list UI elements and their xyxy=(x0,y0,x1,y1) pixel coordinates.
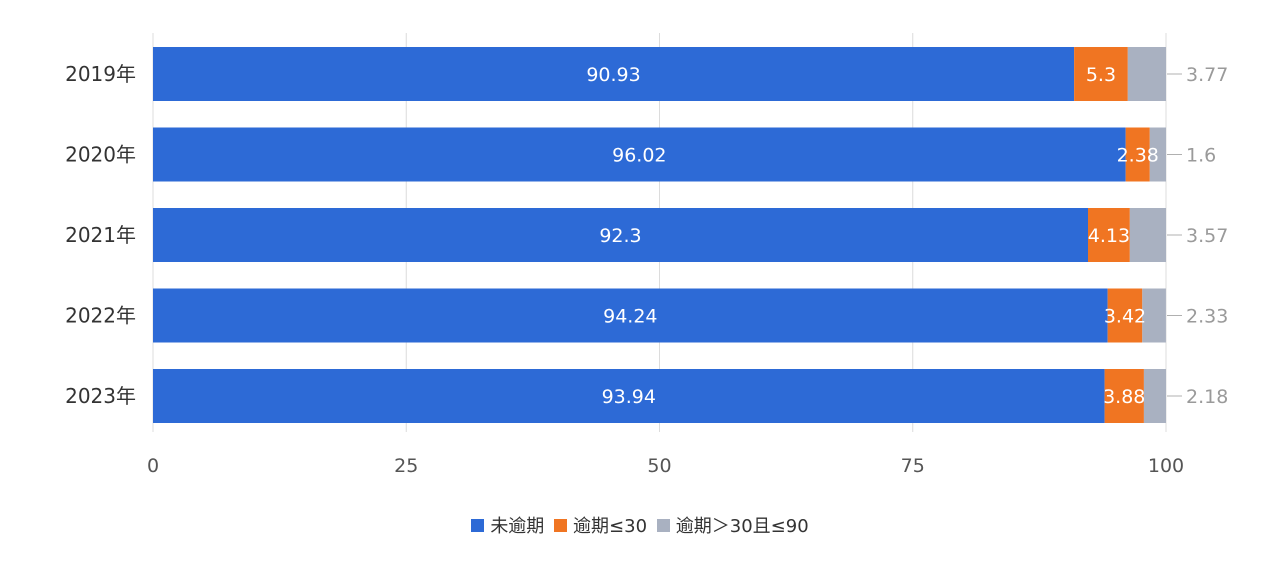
legend-label-overdue-30-90: 逾期＞30且≤90 xyxy=(675,516,809,537)
legend-label-not-overdue: 未逾期 xyxy=(490,516,545,537)
x-tick-label: 75 xyxy=(901,455,925,477)
data-label: 3.42 xyxy=(1104,306,1146,328)
data-label: 90.93 xyxy=(586,64,640,86)
bar-segment[interactable] xyxy=(1127,47,1166,101)
x-tick-label: 100 xyxy=(1148,455,1184,477)
data-label: 1.6 xyxy=(1186,145,1216,167)
bar-segment[interactable] xyxy=(153,47,1075,101)
y-tick-label: 2019年 xyxy=(65,62,136,86)
y-tick-label: 2021年 xyxy=(65,223,136,247)
bar-segment[interactable] xyxy=(1074,47,1128,101)
data-label: 3.77 xyxy=(1186,64,1228,86)
legend-swatch-overdue-30-90 xyxy=(656,518,670,532)
x-tick-label: 25 xyxy=(394,455,418,477)
bar-segment[interactable] xyxy=(1104,369,1144,423)
data-label: 2.18 xyxy=(1186,386,1228,408)
bar-segment[interactable] xyxy=(1087,208,1130,262)
legend-swatch-overdue-30 xyxy=(554,518,568,532)
bar-segment[interactable] xyxy=(1107,288,1143,343)
data-label: 94.24 xyxy=(603,306,657,328)
bar-segment[interactable] xyxy=(1143,369,1166,423)
data-label: 3.88 xyxy=(1103,386,1145,408)
legend: 未逾期 逾期≤30 逾期＞30且≤90 xyxy=(0,512,1280,538)
data-label: 3.57 xyxy=(1186,225,1228,247)
legend-label-overdue-30: 逾期≤30 xyxy=(573,516,648,537)
data-label: 2.33 xyxy=(1186,306,1228,328)
x-tick-label: 0 xyxy=(147,455,159,477)
bar-segment[interactable] xyxy=(153,208,1088,262)
legend-item-overdue-30-90[interactable]: 逾期＞30且≤90 xyxy=(656,512,809,538)
bar-segment[interactable] xyxy=(1149,127,1166,182)
x-axis-labels: 0 25 50 75 100 xyxy=(147,455,1184,477)
bar-series xyxy=(153,47,1166,423)
bar-segment[interactable] xyxy=(1125,127,1150,182)
y-tick-label: 2020年 xyxy=(65,143,136,167)
y-tick-label: 2023年 xyxy=(65,384,136,408)
bar-segment[interactable] xyxy=(1142,288,1166,343)
bar-segment[interactable] xyxy=(153,127,1126,182)
y-axis-labels: 2019年 2020年 2021年 2022年 2023年 xyxy=(65,62,136,408)
data-label: 4.13 xyxy=(1088,225,1130,247)
bar-segment[interactable] xyxy=(153,288,1108,343)
data-label: 92.3 xyxy=(599,225,641,247)
x-tick-label: 50 xyxy=(647,455,671,477)
bar-segment[interactable] xyxy=(153,369,1105,423)
data-labels: 90.93 5.3 3.77 96.02 2.38 1.6 92.3 4.13 3.57 94.2… xyxy=(586,64,1228,408)
data-label: 2.38 xyxy=(1117,145,1159,167)
legend-item-not-overdue[interactable]: 未逾期 xyxy=(471,512,544,538)
data-label: 5.3 xyxy=(1086,64,1116,86)
y-tick-label: 2022年 xyxy=(65,304,136,328)
bar-segment[interactable] xyxy=(1129,208,1166,262)
legend-item-overdue-30[interactable]: 逾期≤30 xyxy=(554,512,647,538)
data-label: 96.02 xyxy=(612,145,666,167)
data-label: 93.94 xyxy=(602,386,656,408)
legend-swatch-not-overdue xyxy=(471,518,485,532)
